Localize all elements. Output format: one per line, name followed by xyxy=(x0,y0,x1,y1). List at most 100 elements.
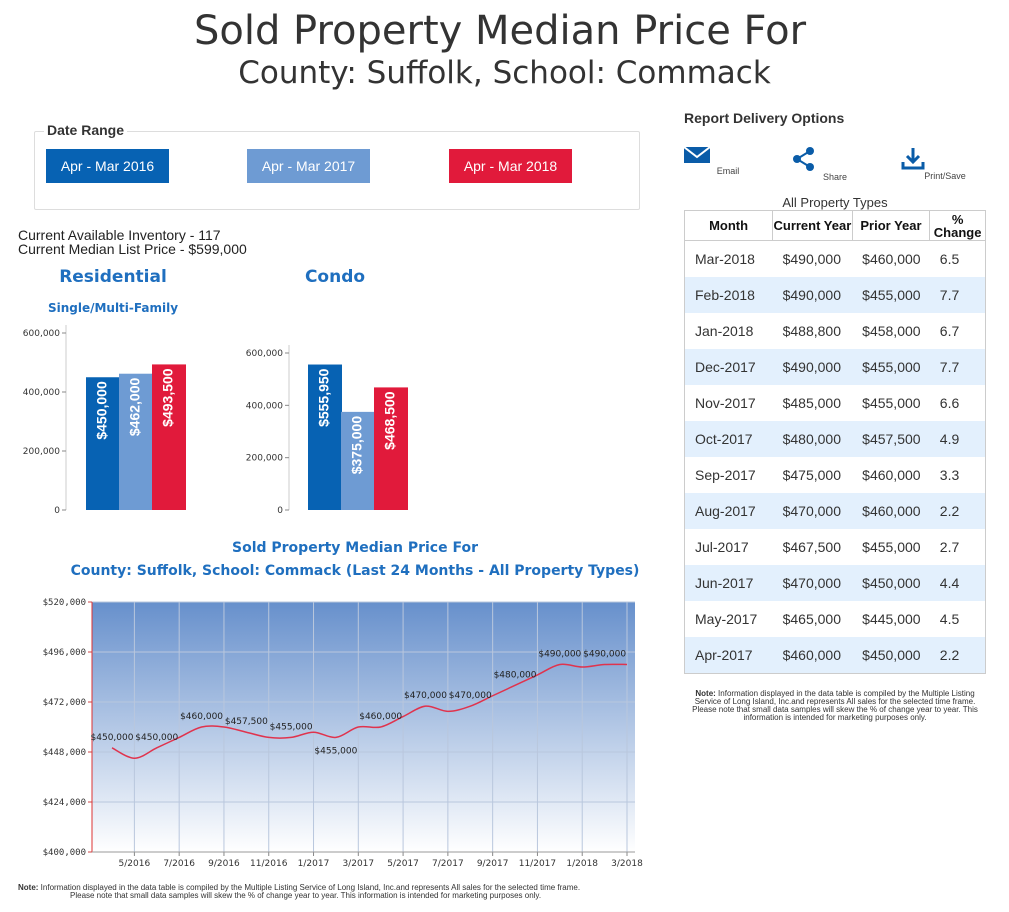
table-row: Sep-2017 $475,000 $460,000 3.3 xyxy=(685,457,986,493)
cell-prior-year: $445,000 xyxy=(862,611,921,627)
table-row: Jan-2018 $488,800 $458,000 6.7 xyxy=(685,313,986,349)
bar-value-label: $462,000 xyxy=(127,378,143,437)
share-button[interactable] xyxy=(792,147,816,171)
cell-prior-year: $455,000 xyxy=(852,349,930,385)
cell-percent-change: 6.7 xyxy=(939,323,960,339)
table-note-bold: Note: xyxy=(695,689,716,698)
line-chart-title: Sold Property Median Price For xyxy=(232,540,478,556)
cell-month: Nov-2017 xyxy=(695,395,756,411)
inventory-info: Current Available Inventory - 117 Curren… xyxy=(18,228,247,256)
email-button[interactable] xyxy=(683,146,711,166)
point-label: $455,000 xyxy=(314,746,357,756)
cell-current-year: $480,000 xyxy=(772,421,853,457)
cell-prior-year: $455,000 xyxy=(862,395,921,411)
x-tick-label: 11/2017 xyxy=(519,859,556,869)
date-range-fieldset xyxy=(34,131,640,210)
table-row: Feb-2018 $490,000 $455,000 7.7 xyxy=(684,277,986,313)
cell-prior-year: $450,000 xyxy=(852,637,930,674)
share-label: Share xyxy=(822,172,848,182)
bar-value-label: $375,000 xyxy=(349,416,365,475)
cell-current-year: $490,000 xyxy=(782,251,842,267)
cell-month: Oct-2017 xyxy=(684,421,773,457)
date-range-2017-button[interactable]: Apr - Mar 2017 xyxy=(247,149,370,183)
cell-month: May-2017 xyxy=(695,611,758,627)
cell-month: Dec-2017 xyxy=(684,349,773,385)
y-tick-label: $448,000 xyxy=(43,748,86,758)
cell-prior-year: $450,000 xyxy=(852,565,930,601)
cell-current-year: $490,000 xyxy=(772,277,853,313)
cell-current-year: $460,000 xyxy=(772,637,853,674)
page-subtitle: County: Suffolk, School: Commack xyxy=(238,55,771,91)
point-label: $490,000 xyxy=(538,650,581,660)
table-note-text: Information displayed in the data table … xyxy=(692,689,978,722)
date-range-2018-button[interactable]: Apr - Mar 2018 xyxy=(449,149,572,183)
cell-month: Jul-2017 xyxy=(695,539,749,555)
point-label: $480,000 xyxy=(494,670,537,680)
cell-percent-change: 6.6 xyxy=(939,395,960,411)
bar-value-label: $555,950 xyxy=(316,368,332,427)
cell-current-year: $475,000 xyxy=(782,467,842,483)
median-list-price: Current Median List Price - $599,000 xyxy=(18,241,247,257)
table-row: May-2017 $465,000 $445,000 4.5 xyxy=(685,601,986,637)
cell-current-year: $490,000 xyxy=(772,349,853,385)
cell-prior-year: $460,000 xyxy=(862,251,921,267)
report-delivery-title: Report Delivery Options xyxy=(684,110,845,126)
header-current-year: Current Year xyxy=(772,210,853,241)
y-tick-label: 400,000 xyxy=(23,388,60,398)
cell-percent-change: 2.2 xyxy=(929,637,986,674)
header-prior-year: Prior Year xyxy=(851,210,931,241)
point-label: $460,000 xyxy=(180,712,223,722)
median-price-table: Month Current Year Prior Year % Change M… xyxy=(683,210,986,674)
point-label: $490,000 xyxy=(583,650,626,660)
y-tick-label: 600,000 xyxy=(246,349,283,359)
bar xyxy=(308,364,342,510)
y-tick-label: $496,000 xyxy=(43,648,86,658)
table-row: Apr-2017 $460,000 $450,000 2.2 xyxy=(684,637,986,674)
print-save-label: Print/Save xyxy=(924,171,966,181)
point-label: $470,000 xyxy=(404,691,447,701)
bottom-note-bold: Note: xyxy=(18,883,39,892)
email-icon xyxy=(683,146,711,163)
point-label: $455,000 xyxy=(270,722,313,732)
print-save-button[interactable] xyxy=(901,147,925,171)
y-tick-label: 400,000 xyxy=(246,401,283,411)
cell-prior-year: $460,000 xyxy=(862,467,921,483)
bar xyxy=(119,373,153,510)
cell-month: Apr-2017 xyxy=(684,637,773,674)
table-note: Note: Information displayed in the data … xyxy=(684,690,986,722)
download-icon xyxy=(901,148,925,170)
cell-percent-change: 2.7 xyxy=(939,539,960,555)
table-header-row: Month Current Year Prior Year % Change xyxy=(683,210,986,241)
bar-value-label: $468,500 xyxy=(382,391,398,450)
x-tick-label: 9/2016 xyxy=(208,859,240,869)
table-row: Dec-2017 $490,000 $455,000 7.7 xyxy=(684,349,986,385)
cell-month: Jun-2017 xyxy=(684,565,773,601)
residential-chart: Residential Single/Multi-Family 0 200,000… xyxy=(23,267,186,516)
header-percent-change: % Change xyxy=(929,210,986,241)
cell-current-year: $465,000 xyxy=(782,611,842,627)
cell-percent-change: 4.9 xyxy=(929,421,986,457)
bottom-note-line2: Please note that small data samples will… xyxy=(70,891,542,900)
bar xyxy=(152,364,186,510)
cell-percent-change: 2.2 xyxy=(929,493,986,529)
x-tick-label: 5/2017 xyxy=(387,859,419,869)
y-tick-label: $472,000 xyxy=(43,698,86,708)
cell-prior-year: $460,000 xyxy=(852,493,930,529)
condo-chart: Condo 0 200,000 400,000 600,000 $555,950 $375… xyxy=(246,267,408,516)
x-tick-label: 1/2017 xyxy=(298,859,330,869)
email-label: Email xyxy=(716,166,740,176)
table-row: Mar-2018 $490,000 $460,000 6.5 xyxy=(685,241,986,278)
cell-month: Feb-2018 xyxy=(684,277,773,313)
x-tick-label: 3/2017 xyxy=(342,859,374,869)
cell-current-year: $470,000 xyxy=(772,493,853,529)
residential-chart-title: Residential xyxy=(59,267,167,287)
cell-prior-year: $455,000 xyxy=(862,539,921,555)
bar xyxy=(86,377,120,510)
bar-value-label: $450,000 xyxy=(94,381,110,440)
date-range-2016-button[interactable]: Apr - Mar 2016 xyxy=(46,149,169,183)
y-tick-label: 600,000 xyxy=(23,329,60,339)
y-tick-label: $424,000 xyxy=(43,798,86,808)
page-title: Sold Property Median Price For xyxy=(193,8,807,54)
header-month: Month xyxy=(683,210,774,241)
table-caption: All Property Types xyxy=(782,195,888,210)
